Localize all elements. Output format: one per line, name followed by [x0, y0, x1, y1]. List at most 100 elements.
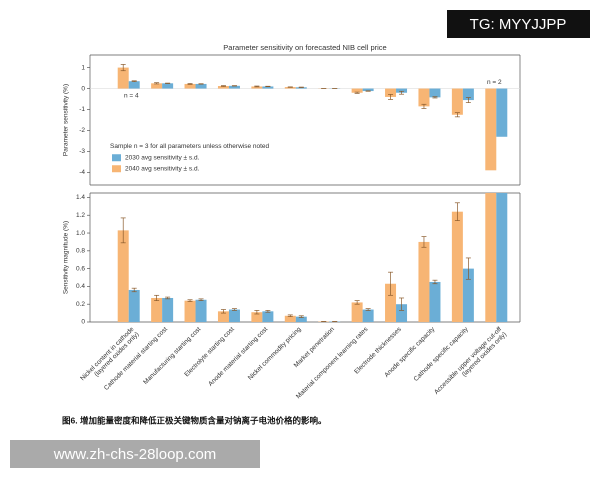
- bar: [151, 297, 163, 322]
- error-bar: [265, 310, 271, 313]
- chart-title: Parameter sensitivity on forecasted NIB …: [223, 43, 386, 52]
- bar: [385, 88, 397, 97]
- error-bar: [154, 82, 160, 85]
- bar: [151, 83, 163, 89]
- error-bar: [220, 85, 226, 87]
- watermark: www.zh-chs-28loop.com: [53, 446, 217, 463]
- bar: [228, 85, 240, 89]
- error-bar: [120, 64, 126, 72]
- error-bar: [131, 287, 137, 293]
- bar: [418, 88, 430, 107]
- bar: [128, 81, 140, 89]
- bar: [295, 316, 307, 322]
- y-tick-label: -2: [79, 127, 85, 134]
- error-bar: [120, 217, 126, 244]
- error-bar: [220, 309, 226, 314]
- watermark-box: [10, 440, 260, 468]
- legend-label: 2030 avg sensitivity ± s.d.: [125, 154, 200, 161]
- error-bar: [421, 103, 427, 109]
- bar: [251, 86, 263, 89]
- annotation: Sample n = 3 for all parameters unless o…: [110, 143, 270, 150]
- error-bar: [254, 85, 260, 88]
- y-tick-label: 0.4: [76, 283, 85, 290]
- error-bar: [287, 314, 293, 318]
- error-bar: [365, 308, 371, 311]
- error-bar: [165, 296, 171, 300]
- bar: [117, 67, 129, 89]
- error-bar: [354, 300, 360, 305]
- y-tick-label: -4: [79, 169, 85, 176]
- bar: [195, 299, 207, 322]
- error-bar: [254, 310, 260, 315]
- bar: [496, 88, 508, 137]
- y-tick-label: 1.4: [76, 194, 85, 201]
- bar: [451, 88, 463, 115]
- bar: [262, 311, 274, 322]
- error-bar: [187, 299, 193, 302]
- bar: [117, 230, 129, 322]
- bar: [362, 88, 374, 92]
- error-bar: [465, 97, 471, 103]
- bar: [184, 83, 196, 89]
- bar: [451, 211, 463, 322]
- bar: [418, 241, 430, 322]
- error-bar: [399, 90, 405, 95]
- bar: [128, 289, 140, 322]
- y-tick-label: 0: [81, 319, 85, 326]
- y-tick-label: 1.2: [76, 212, 85, 219]
- y-tick-label: 0.8: [76, 248, 85, 255]
- y-axis-label: Parameter sensitivity (%): [63, 84, 70, 156]
- error-bar: [454, 112, 460, 118]
- error-bar: [388, 271, 394, 296]
- bar: [284, 315, 296, 322]
- legend-swatch: [112, 154, 121, 162]
- bar: [396, 88, 408, 93]
- bar: [462, 88, 474, 101]
- legend-swatch: [112, 165, 121, 173]
- error-bar: [298, 315, 304, 318]
- y-tick-label: 0.2: [76, 301, 85, 308]
- bar: [162, 83, 174, 89]
- bar: [351, 88, 363, 93]
- bar: [184, 300, 196, 322]
- error-bar: [432, 96, 438, 99]
- annotation: n = 4: [124, 93, 139, 100]
- legend-label: 2040 avg sensitivity ± s.d.: [125, 165, 200, 172]
- bar: [195, 83, 207, 89]
- error-bar: [421, 236, 427, 248]
- x-tick-label: Nickel content in cathode(layered oxides…: [79, 325, 141, 387]
- bar: [351, 302, 363, 322]
- watermark: TG: MYYJJPP: [470, 16, 567, 33]
- bar: [462, 268, 474, 322]
- error-bar: [399, 297, 405, 311]
- x-tick-label: Anode material starting cost: [207, 326, 269, 388]
- bar: [162, 297, 174, 322]
- y-axis-label: Sensitivity magnitude (%): [63, 221, 70, 294]
- bars: [117, 193, 508, 323]
- error-bar: [354, 91, 360, 94]
- bar: [485, 193, 497, 322]
- error-bar: [198, 298, 204, 301]
- annotation: n = 2: [487, 79, 502, 86]
- error-bar: [131, 80, 137, 82]
- bar: [429, 281, 441, 322]
- x-tick-label: Manufacturing starting cost: [142, 326, 202, 386]
- caption: 图6. 增加能量密度和降低正极关键物质含量对钠离子电池价格的影响。: [62, 415, 326, 425]
- x-tick-label: Material component learning rates: [295, 325, 370, 400]
- bar: [251, 312, 263, 322]
- bar: [228, 309, 240, 322]
- bar: [429, 88, 441, 98]
- bar: [217, 86, 229, 89]
- y-tick-label: 1.0: [76, 230, 85, 237]
- bar: [284, 87, 296, 89]
- watermark-box: [447, 10, 590, 38]
- error-bar: [187, 83, 193, 85]
- error-bar: [231, 308, 237, 311]
- bar: [496, 193, 508, 323]
- error-bar: [432, 279, 438, 285]
- y-tick-label: -3: [79, 148, 85, 155]
- bar: [385, 283, 397, 322]
- error-bar: [154, 294, 160, 301]
